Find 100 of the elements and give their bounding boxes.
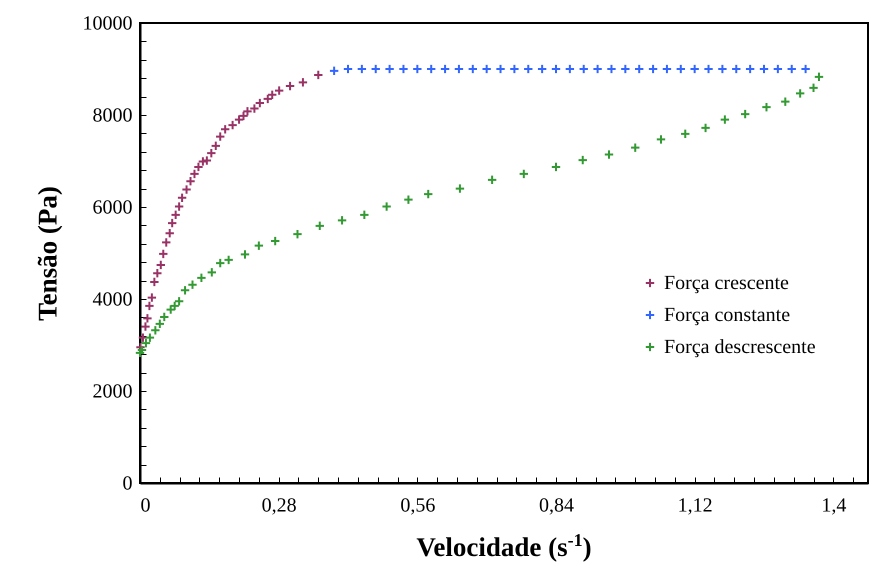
point — [187, 280, 198, 290]
point — [356, 64, 368, 74]
point — [800, 64, 811, 74]
point — [144, 332, 156, 343]
point — [159, 312, 170, 322]
point — [381, 201, 392, 212]
x-tick-label: 0,28 — [262, 494, 297, 516]
point — [656, 134, 666, 145]
point — [518, 168, 529, 180]
point — [150, 325, 161, 336]
point — [604, 149, 614, 160]
point — [740, 108, 750, 120]
point — [486, 174, 498, 186]
point — [454, 64, 464, 74]
point — [181, 184, 192, 195]
point — [780, 96, 790, 107]
point — [189, 168, 200, 180]
point — [206, 267, 217, 278]
point — [176, 192, 188, 203]
point — [223, 254, 234, 266]
point — [140, 338, 152, 348]
point — [794, 88, 806, 99]
point — [423, 188, 434, 200]
point — [140, 321, 151, 332]
point — [238, 110, 249, 122]
point — [227, 120, 238, 130]
point — [314, 220, 325, 232]
point — [564, 64, 576, 74]
point — [523, 64, 534, 74]
point — [336, 215, 348, 226]
y-tick-label: 8000 — [92, 104, 132, 126]
point — [254, 240, 264, 251]
point — [720, 114, 730, 125]
x-tick-label: 0 — [140, 494, 150, 516]
point — [676, 64, 686, 74]
point — [274, 85, 284, 96]
point — [426, 64, 436, 74]
point — [164, 228, 175, 238]
point — [412, 64, 423, 74]
point — [298, 77, 308, 88]
point — [359, 210, 370, 220]
x-axis-title: Velocidade (s$^{-1}$) — [415, 530, 593, 563]
point — [242, 106, 253, 117]
y-tick-label: 10000 — [82, 12, 132, 34]
y-tick-label: 6000 — [92, 196, 132, 218]
point — [313, 70, 324, 80]
point — [270, 236, 280, 246]
x-tick-label: 0,84 — [539, 494, 574, 516]
point — [138, 332, 148, 343]
x-tick-label: 1,12 — [678, 494, 713, 516]
point — [156, 260, 166, 270]
point — [481, 64, 492, 74]
point — [634, 64, 644, 74]
point — [384, 64, 395, 74]
point — [703, 64, 714, 74]
point — [210, 140, 221, 152]
point — [158, 248, 168, 260]
x-tick-label: 0,56 — [400, 494, 436, 516]
point — [174, 201, 184, 212]
point — [606, 64, 617, 74]
y-tick-label: 4000 — [92, 288, 132, 310]
point — [550, 162, 562, 172]
point — [174, 296, 184, 306]
point — [808, 82, 819, 94]
point — [468, 64, 478, 74]
point — [215, 131, 226, 142]
point — [592, 64, 603, 74]
point — [142, 313, 153, 324]
point — [292, 228, 303, 240]
point — [454, 183, 466, 194]
point — [180, 285, 190, 296]
point — [509, 64, 520, 74]
point — [717, 64, 728, 74]
point — [662, 64, 672, 74]
point — [772, 64, 784, 74]
point — [403, 194, 414, 205]
point — [578, 64, 589, 74]
y-tick-label: 2000 — [92, 380, 132, 402]
point — [761, 102, 772, 112]
point — [152, 268, 163, 278]
point — [744, 64, 756, 74]
point — [206, 148, 216, 158]
x-tick-label: 1,4 — [821, 494, 846, 516]
point — [262, 94, 273, 104]
point — [234, 114, 244, 125]
point — [370, 64, 381, 74]
point — [630, 142, 640, 153]
point — [689, 64, 700, 74]
point — [284, 80, 296, 92]
point — [536, 64, 548, 74]
point — [342, 64, 354, 74]
point — [166, 304, 176, 315]
point — [146, 292, 158, 303]
legend-label: Força crescente — [664, 272, 790, 294]
point — [786, 64, 797, 74]
point — [134, 348, 146, 358]
point — [169, 300, 180, 312]
point — [193, 162, 204, 172]
point — [440, 64, 450, 74]
point — [220, 124, 230, 134]
